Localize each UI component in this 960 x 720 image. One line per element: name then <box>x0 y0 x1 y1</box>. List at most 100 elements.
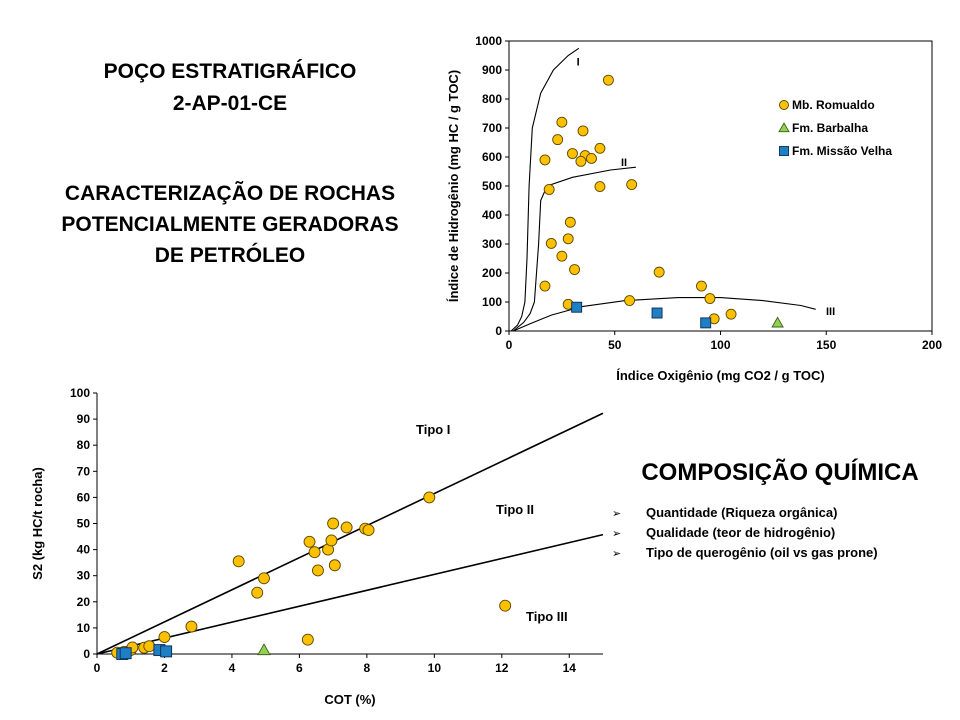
y-tick-label: 1000 <box>475 34 502 48</box>
data-point <box>569 264 581 275</box>
legend-entry: Fm. Barbalha <box>792 121 868 135</box>
x-tick-label: 0 <box>506 338 513 352</box>
x-tick-label: 4 <box>229 661 236 675</box>
characterization-title-line2: POTENCIALMENTE GERADORAS <box>61 213 399 236</box>
data-point <box>700 317 712 329</box>
data-point <box>567 148 578 159</box>
y-tick-label: 30 <box>77 569 91 583</box>
y-tick-label: 0 <box>83 647 90 661</box>
well-title-line2: 2-AP-01-CE <box>172 92 288 115</box>
y-tick-label: 0 <box>495 324 502 338</box>
legend-marker <box>779 100 789 110</box>
data-point <box>539 280 551 292</box>
data-point <box>651 307 663 319</box>
arrow-bullet-icon: ➢ <box>612 548 622 560</box>
data-point <box>160 645 173 658</box>
bullet-item: ➢ Qualidade (teor de hidrogênio) <box>612 523 878 543</box>
data-point <box>696 280 707 292</box>
data-point <box>556 250 568 262</box>
type-line-tipo-i <box>96 412 604 655</box>
arrow-bullet-icon: ➢ <box>612 528 622 540</box>
x-tick-label: 100 <box>710 338 730 352</box>
x-tick-label: 14 <box>563 661 577 675</box>
legend-entry: Fm. Missão Velha <box>792 144 892 158</box>
data-point <box>119 647 132 660</box>
y-tick-label: 600 <box>482 150 502 164</box>
data-point <box>577 125 589 137</box>
data-point <box>564 216 576 228</box>
data-point <box>185 620 198 633</box>
data-point <box>556 116 568 128</box>
data-point <box>362 524 375 536</box>
y-tick-label: 100 <box>482 295 502 309</box>
composition-title: COMPOSIÇÃO QUÍMICA <box>641 459 919 486</box>
composition-bullet-list: ➢ Quantidade (Riqueza orgânica) ➢ Qualidad… <box>612 503 878 563</box>
y-tick-label: 60 <box>77 490 91 504</box>
data-point <box>624 295 636 306</box>
region-label: Tipo I <box>416 422 450 437</box>
data-point <box>704 293 716 304</box>
legend-marker <box>779 146 789 156</box>
x-tick-label: 200 <box>922 338 942 352</box>
curve-label: III <box>826 306 835 318</box>
data-point <box>771 316 784 328</box>
data-point <box>143 640 156 653</box>
bullet-item: ➢ Quantidade (Riqueza orgânica) <box>612 503 878 523</box>
well-title: POÇO ESTRATIGRÁFICO 2-AP-01-CE <box>60 56 400 120</box>
data-point <box>571 301 583 313</box>
legend-marker <box>778 122 790 133</box>
x-tick-label: 0 <box>94 661 101 675</box>
x-axis-label: Índice Oxigênio (mg CO2 / g TOC) <box>616 368 825 383</box>
kerogen-curve-ii <box>512 166 636 332</box>
y-tick-label: 40 <box>77 543 91 557</box>
y-tick-label: 700 <box>482 121 502 135</box>
bullet-text: Quantidade (Riqueza orgânica) <box>646 505 838 520</box>
y-tick-label: 800 <box>482 92 502 106</box>
y-tick-label: 300 <box>482 237 502 251</box>
data-point <box>308 546 321 559</box>
y-tick-label: 20 <box>77 595 91 609</box>
y-axis-label: S2 (kg HC/t rocha) <box>30 467 45 580</box>
y-tick-label: 80 <box>77 438 91 452</box>
data-point <box>301 633 314 646</box>
data-point <box>325 534 338 547</box>
data-point <box>251 586 264 599</box>
data-point <box>539 154 551 166</box>
data-point <box>725 308 737 320</box>
data-point <box>258 572 270 585</box>
y-tick-label: 400 <box>482 208 502 222</box>
kerogen-curve-i <box>510 47 580 332</box>
characterization-title-line1: CARACTERIZAÇÃO DE ROCHAS <box>64 182 396 205</box>
data-point <box>562 233 574 245</box>
data-point <box>423 491 436 504</box>
data-point <box>257 643 271 656</box>
bullet-item: ➢ Tipo de querogênio (oil vs gas prone) <box>612 543 878 563</box>
data-point <box>328 559 341 572</box>
y-tick-label: 90 <box>77 412 91 426</box>
x-tick-label: 10 <box>428 661 442 675</box>
bullet-text: Tipo de querogênio (oil vs gas prone) <box>646 545 878 560</box>
data-point <box>499 599 512 612</box>
arrow-bullet-icon: ➢ <box>612 508 622 520</box>
legend-entry: Mb. Romualdo <box>792 98 875 112</box>
y-axis-label: Índice de Hidrogênio (mg HC / g TOC) <box>446 70 461 302</box>
x-tick-label: 2 <box>161 661 168 675</box>
y-tick-label: 70 <box>77 464 91 478</box>
data-point <box>626 179 638 191</box>
data-point <box>594 181 606 193</box>
data-point <box>303 535 316 548</box>
data-point <box>653 266 665 278</box>
characterization-title: CARACTERIZAÇÃO DE ROCHAS POTENCIALMENTE … <box>20 178 440 271</box>
well-title-line1: POÇO ESTRATIGRÁFICO <box>103 60 357 83</box>
x-tick-label: 8 <box>364 661 371 675</box>
data-point <box>312 564 324 577</box>
data-point <box>158 631 171 643</box>
x-axis-label: COT (%) <box>324 692 375 707</box>
x-tick-label: 50 <box>608 338 622 352</box>
data-point <box>545 237 557 249</box>
region-label: Tipo III <box>526 609 568 624</box>
x-tick-label: 6 <box>296 661 303 675</box>
x-tick-label: 150 <box>816 338 836 352</box>
